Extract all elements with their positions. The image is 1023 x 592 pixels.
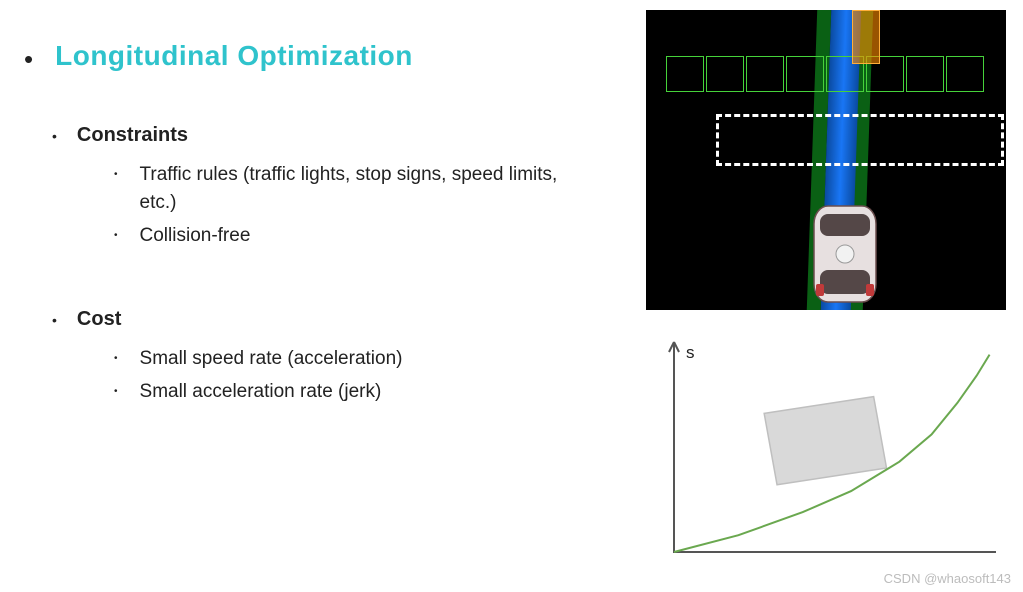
sub-bullet-icon: • — [52, 312, 57, 328]
grid-cell — [906, 56, 944, 92]
list-item: • Traffic rules (traffic lights, stop sig… — [114, 161, 604, 216]
sub-title: Cost — [77, 308, 121, 331]
slide-root: • Longitudinal Optimization • Constraints… — [0, 0, 1023, 592]
item-bullet-icon: • — [114, 353, 118, 364]
sub-title-row: • Cost — [52, 308, 604, 331]
item-bullet-icon: • — [114, 386, 118, 397]
sub-title: Constraints — [77, 124, 188, 147]
main-bullet-icon: • — [24, 46, 33, 72]
simulation-viz — [646, 10, 1006, 310]
sub-section: • Cost • Small speed rate (acceleration) • Sm… — [52, 308, 604, 406]
main-title: Longitudinal Optimization — [55, 40, 413, 72]
grid-cell — [746, 56, 784, 92]
list-item: • Small speed rate (acceleration) — [114, 345, 604, 373]
sub-title-row: • Constraints — [52, 124, 604, 147]
grid-cell — [946, 56, 984, 92]
items-list: • Traffic rules (traffic lights, stop sig… — [114, 161, 604, 250]
grid-cell — [666, 56, 704, 92]
sections-container: • Constraints • Traffic rules (traffic ligh… — [24, 124, 604, 406]
ego-vehicle-icon — [806, 200, 884, 308]
grid-row — [666, 56, 996, 96]
item-bullet-icon: • — [114, 169, 118, 180]
obstacle-marker — [852, 10, 880, 64]
item-bullet-icon: • — [114, 230, 118, 241]
item-text: Collision-free — [140, 222, 251, 250]
watermark-text: CSDN @whaosoft143 — [884, 571, 1011, 586]
grid-cell — [706, 56, 744, 92]
left-column: • Longitudinal Optimization • Constraints… — [24, 40, 604, 464]
list-item: • Collision-free — [114, 222, 604, 250]
right-column: s — [646, 10, 1006, 572]
items-list: • Small speed rate (acceleration) • Small a… — [114, 345, 604, 406]
st-chart-svg: s — [646, 332, 1006, 572]
main-title-row: • Longitudinal Optimization — [24, 40, 604, 72]
grid-cell — [786, 56, 824, 92]
crosswalk-box — [716, 114, 1004, 166]
item-text: Small speed rate (acceleration) — [140, 345, 403, 373]
obstacle-region — [764, 397, 886, 485]
sub-bullet-icon: • — [52, 128, 57, 144]
item-text: Small acceleration rate (jerk) — [140, 378, 382, 406]
sub-section: • Constraints • Traffic rules (traffic ligh… — [52, 124, 604, 250]
list-item: • Small acceleration rate (jerk) — [114, 378, 604, 406]
item-text: Traffic rules (traffic lights, stop sign… — [140, 161, 560, 216]
y-axis-label: s — [686, 343, 695, 362]
st-chart: s — [646, 332, 1006, 572]
